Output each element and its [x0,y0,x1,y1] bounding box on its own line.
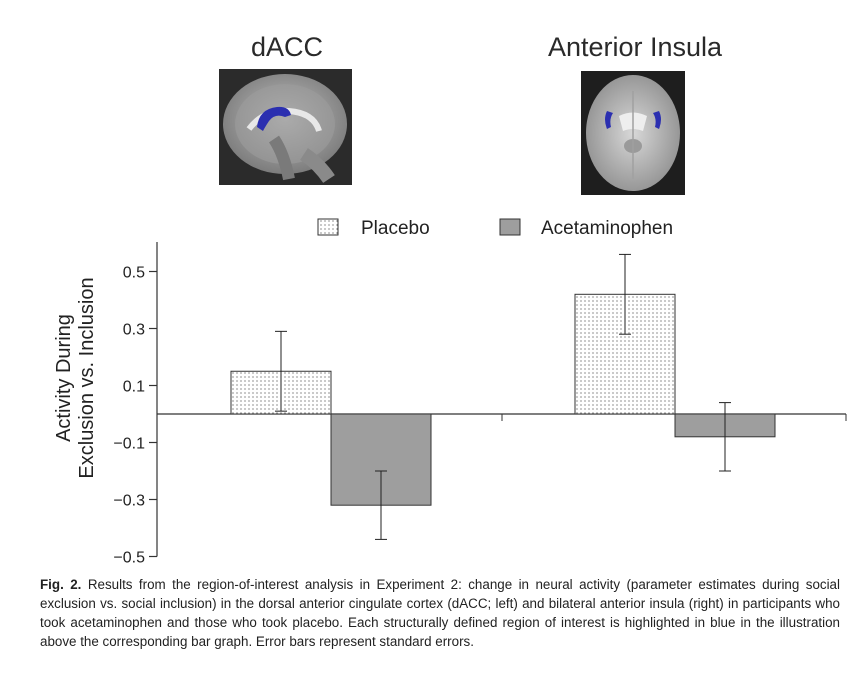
y-axis-title-line1: Activity During [53,314,75,442]
legend-label-placebo: Placebo [361,218,430,239]
caption-text: Results from the region-of-interest anal… [40,577,840,649]
legend-label-acetaminophen: Acetaminophen [541,218,673,239]
y-tick-label: 0.5 [123,265,145,282]
insula-panel-title: Anterior Insula [547,32,723,62]
dacc-panel-title: dACC [250,32,324,62]
legend-swatch-placebo [317,218,339,236]
y-tick-label: 0.1 [123,379,145,396]
y-tick-label: −0.3 [113,493,145,510]
dacc-brain-image [219,69,352,185]
y-tick-label: 0.3 [123,322,145,339]
dacc-roi-highlight [257,106,291,131]
legend-swatch-acetaminophen [499,218,521,236]
y-tick-label: −0.5 [113,550,145,567]
figure-caption: Fig. 2. Results from the region-of-inter… [40,575,840,651]
bar-chart: Placebo Acetaminophen Activity During Ex… [53,218,847,567]
insula-roi-right-highlight [653,111,661,129]
insula-brain-image [581,71,685,195]
y-axis-title-line2: Exclusion vs. Inclusion [76,277,98,478]
insula-roi-left-highlight [605,111,613,129]
caption-label: Fig. 2. [40,577,82,592]
y-tick-label: −0.1 [113,436,145,453]
